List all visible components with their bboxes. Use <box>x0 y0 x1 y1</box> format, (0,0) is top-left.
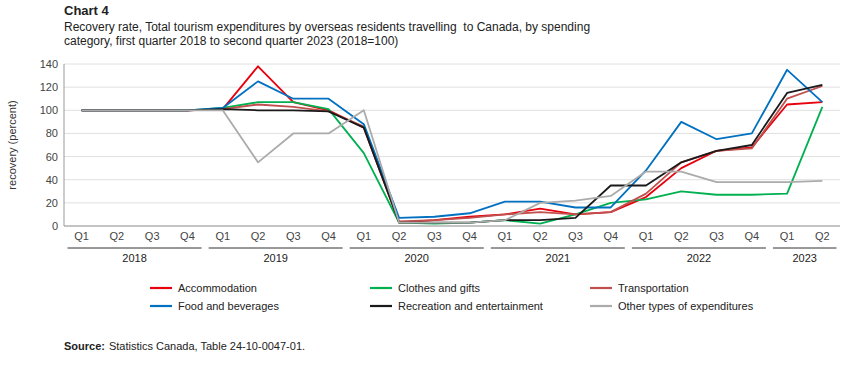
y-tick-label: 80 <box>46 127 58 139</box>
legend-label: Other types of expenditures <box>618 300 754 312</box>
x-tick-label: Q3 <box>427 230 442 242</box>
grid-line <box>64 226 840 227</box>
year-label: 2020 <box>404 252 428 264</box>
year-bracket <box>350 248 484 249</box>
y-tick-label: 140 <box>40 58 58 70</box>
x-tick-label: Q2 <box>533 230 548 242</box>
year-bracket <box>632 248 766 249</box>
x-tick-label: Q4 <box>180 230 195 242</box>
year-label: 2018 <box>122 252 146 264</box>
y-tick-label: 0 <box>52 220 58 232</box>
x-tick-label: Q2 <box>110 230 125 242</box>
x-tick-label: Q3 <box>568 230 583 242</box>
legend-label: Accommodation <box>178 282 257 294</box>
series-line <box>82 85 823 223</box>
series-line <box>82 66 823 222</box>
year-bracket <box>773 248 836 249</box>
legend-label: Transportation <box>618 282 689 294</box>
year-label: 2023 <box>792 252 816 264</box>
year-bracket <box>68 248 202 249</box>
y-tick-label: 120 <box>40 81 58 93</box>
chart: Chart 4 Recovery rate, Total tourism expe… <box>0 0 850 372</box>
x-tick-label: Q4 <box>462 230 477 242</box>
source: Source: Statistics Canada, Table 24-10-00… <box>64 340 305 352</box>
y-axis-line <box>64 64 65 226</box>
grid-line <box>64 133 840 134</box>
y-tick-label: 20 <box>46 197 58 209</box>
grid-line <box>64 87 840 88</box>
legend-swatch <box>150 287 172 289</box>
legend-swatch <box>590 287 612 289</box>
x-axis-line <box>64 226 840 227</box>
x-tick-label: Q2 <box>251 230 266 242</box>
legend-label: Clothes and gifts <box>398 282 480 294</box>
subtitle: Recovery rate, Total tourism expenditure… <box>64 20 590 34</box>
subtitle: category, first quarter 2018 to second q… <box>64 34 398 48</box>
x-tick-label: Q3 <box>145 230 160 242</box>
year-bracket <box>209 248 343 249</box>
legend-swatch <box>590 305 612 307</box>
y-tick-label: 40 <box>46 174 58 186</box>
legend-swatch <box>370 305 392 307</box>
series-line <box>82 110 823 222</box>
x-tick-label: Q1 <box>639 230 654 242</box>
x-tick-label: Q1 <box>215 230 230 242</box>
year-label: 2021 <box>546 252 570 264</box>
year-label: 2022 <box>687 252 711 264</box>
x-tick-label: Q1 <box>74 230 89 242</box>
x-tick-label: Q1 <box>780 230 795 242</box>
title: Chart 4 <box>64 3 110 18</box>
x-tick-label: Q2 <box>392 230 407 242</box>
y-tick-label: 60 <box>46 151 58 163</box>
series-line <box>82 86 823 221</box>
legend-label: Food and beverages <box>178 300 279 312</box>
x-tick-label: Q2 <box>674 230 689 242</box>
x-tick-label: Q3 <box>286 230 301 242</box>
x-tick-label: Q2 <box>815 230 830 242</box>
legend-swatch <box>370 287 392 289</box>
grid-line <box>64 179 840 180</box>
grid-line <box>64 156 840 157</box>
series-line <box>82 70 823 218</box>
y-tick-label: 100 <box>40 104 58 116</box>
grid-line <box>64 64 840 65</box>
x-tick-label: Q1 <box>498 230 513 242</box>
legend-swatch <box>150 305 172 307</box>
plot-lines <box>82 66 823 223</box>
grid-line <box>64 202 840 203</box>
year-bracket <box>491 248 625 249</box>
x-tick-label: Q4 <box>321 230 336 242</box>
x-tick-label: Q1 <box>356 230 371 242</box>
source-label: Source: <box>64 340 105 352</box>
y-axis-label: recovery (percent) <box>6 100 18 189</box>
legend-label: Recreation and entertainment <box>398 300 543 312</box>
year-label: 2019 <box>263 252 287 264</box>
x-tick-label: Q3 <box>709 230 724 242</box>
series-line <box>82 102 823 224</box>
x-tick-label: Q4 <box>744 230 759 242</box>
x-tick-label: Q4 <box>603 230 618 242</box>
source-text: Statistics Canada, Table 24-10-0047-01. <box>109 340 305 352</box>
